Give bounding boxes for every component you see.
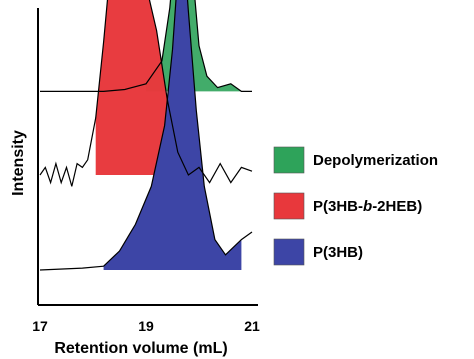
y-axis-title: Intensity xyxy=(10,130,27,196)
legend-swatch-p-3hb xyxy=(273,238,305,266)
legend-label-p-3hb: P(3HB) xyxy=(313,244,363,261)
trace-p-3hb-b-2heb xyxy=(39,0,253,187)
peak-fills xyxy=(95,0,242,270)
legend-label-depolymerization: Depolymerization xyxy=(313,152,438,169)
x-tick-labels: 17 19 21 xyxy=(32,318,260,334)
legend-swatch-p-3hb-b-2heb xyxy=(273,192,305,220)
x-tick-label: 19 xyxy=(138,318,154,334)
peak-fill-depolymerization xyxy=(146,0,242,92)
x-tick-label: 21 xyxy=(244,318,260,334)
legend-label-p-3hb-b-2heb: P(3HB-b-2HEB) xyxy=(313,198,422,215)
peak-traces xyxy=(39,0,253,271)
legend-swatch-depolymerization xyxy=(273,146,305,174)
x-tick-label: 17 xyxy=(32,318,48,334)
legend: Depolymerization P(3HB-b-2HEB) P(3HB) xyxy=(273,146,438,266)
trace-depolymerization xyxy=(40,0,252,92)
x-axis-title: Retention volume (mL) xyxy=(54,340,227,357)
trace-p-3hb xyxy=(39,0,253,271)
